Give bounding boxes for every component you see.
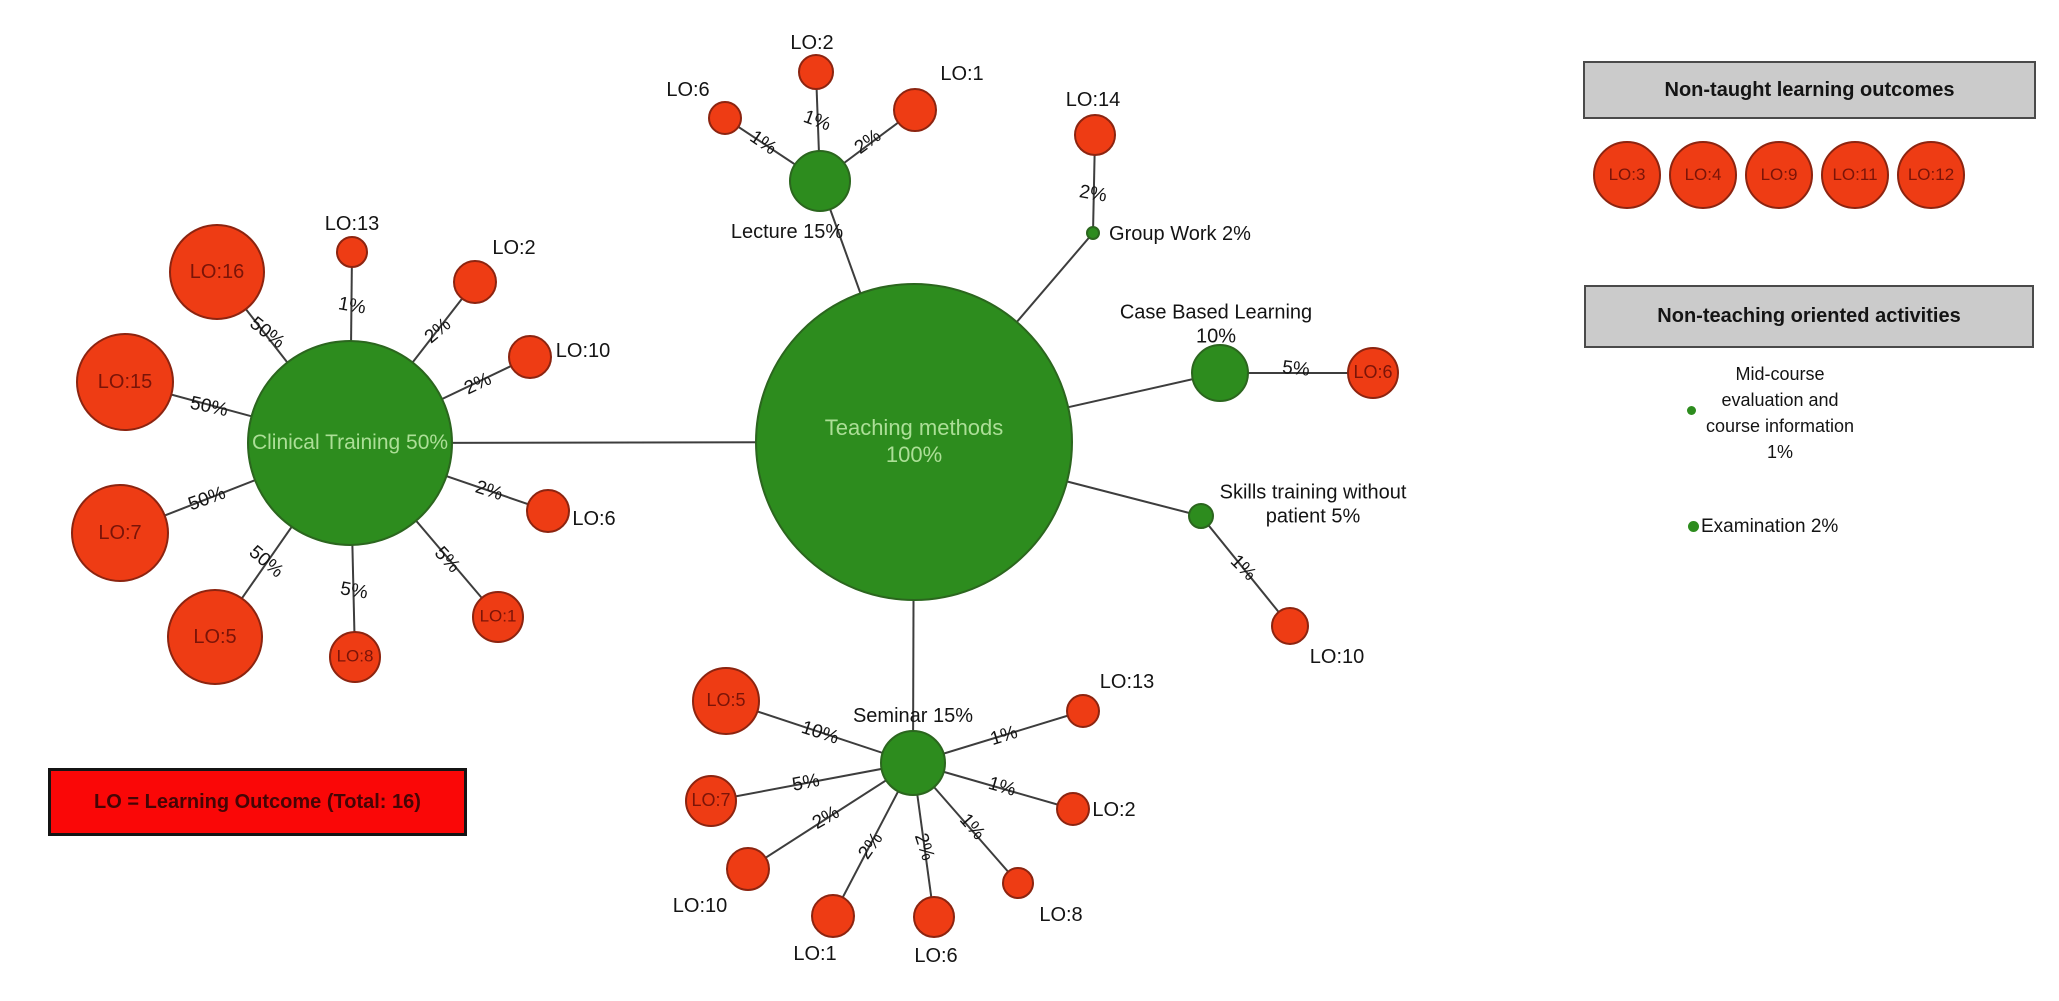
node-lecture-circle (789, 150, 851, 212)
non-taught-panel-title: Non-taught learning outcomes (1583, 61, 2036, 119)
edge-seminar-sem-lo7 (710, 762, 914, 802)
legend-outcome-lo4-label: LO:4 (1684, 165, 1722, 184)
lo-note-box: LO = Learning Outcome (Total: 16) (48, 768, 467, 836)
node-cl-lo7-circle (71, 484, 169, 582)
node-clinical-label: Clinical Training 50% (251, 431, 449, 455)
node-sem-lo6-circle (913, 896, 955, 938)
node-cl-lo6-label: LO:6 (572, 507, 616, 530)
node-sem-lo10-label: LO:10 (672, 894, 728, 917)
node-sem-lo13-circle (1066, 694, 1100, 728)
node-sem-lo8-label: LO:8 (1039, 903, 1083, 926)
lo-note-text: LO = Learning Outcome (Total: 16) (94, 790, 421, 813)
node-sem-lo13-label: LO:13 (1099, 670, 1155, 693)
node-sem-lo5-circle (692, 667, 760, 735)
examination-dot-icon (1688, 521, 1699, 532)
node-cl-lo1-circle (472, 591, 524, 643)
node-cl-lo6-circle (526, 489, 570, 533)
legend-outcome-lo11: LO:11 (1821, 141, 1889, 209)
non-taught-title-text: Non-taught learning outcomes (1664, 78, 1955, 101)
node-sem-lo1-label: LO:1 (793, 942, 837, 965)
node-sk-lo10-label: LO:10 (1309, 645, 1365, 668)
legend-outcome-lo12: LO:12 (1897, 141, 1965, 209)
node-cbl-lo6-circle (1347, 347, 1399, 399)
mid-course-dot-icon (1687, 406, 1696, 415)
node-lec-lo2-circle (798, 54, 834, 90)
node-seminar-circle (880, 730, 946, 796)
node-sem-lo2-circle (1056, 792, 1090, 826)
node-groupwork-circle (1086, 226, 1100, 240)
node-sem-lo8-circle (1002, 867, 1034, 899)
node-cl-lo15-label: LO:15 (97, 370, 153, 393)
legend-outcome-lo12-label: LO:12 (1907, 165, 1955, 184)
legend-outcome-lo3: LO:3 (1593, 141, 1661, 209)
legend-outcome-lo9-label: LO:9 (1760, 165, 1798, 184)
node-cbl-lo6-label: LO:6 (1353, 362, 1393, 383)
node-sem-lo10-circle (726, 847, 770, 891)
node-lec-lo6-circle (708, 101, 742, 135)
node-lec-lo1-label: LO:1 (940, 62, 984, 85)
node-teaching-label: Teaching methods 100% (824, 415, 1004, 467)
node-lec-lo6-label: LO:6 (666, 78, 710, 101)
node-cl-lo1-label: LO:1 (479, 606, 517, 626)
node-cl-lo5-circle (167, 589, 263, 685)
node-gw-lo14-label: LO:14 (1065, 88, 1121, 111)
mid-course-label: Mid-course evaluation and course informa… (1705, 364, 1855, 462)
edge-clinical-cl-lo8-label: 5% (338, 578, 370, 604)
node-cl-lo7-label: LO:7 (98, 521, 142, 544)
node-cl-lo2-label: LO:2 (492, 236, 536, 259)
node-cl-lo5-label: LO:5 (193, 625, 237, 648)
node-cl-lo15-circle (76, 333, 174, 431)
edge-groupwork-gw-lo14-label: 2% (1077, 181, 1109, 207)
node-groupwork-label: Group Work 2% (1109, 222, 1251, 245)
node-sem-lo7-circle (685, 775, 737, 827)
node-sem-lo6-label: LO:6 (914, 944, 958, 967)
node-sem-lo7-label: LO:7 (691, 790, 731, 811)
node-sem-lo2-label: LO:2 (1092, 798, 1136, 821)
node-cbl-circle (1191, 344, 1249, 402)
node-sem-lo1-circle (811, 894, 855, 938)
node-cl-lo8-label: LO:8 (336, 646, 374, 666)
node-seminar-label: Seminar 15% (852, 704, 974, 727)
node-sk-lo10-circle (1271, 607, 1309, 645)
non-teaching-title-text: Non-teaching oriented activities (1657, 305, 1961, 327)
edge-skills-sk-lo10 (1200, 515, 1291, 627)
examination-label: Examination 2% (1701, 516, 1839, 537)
node-lecture-label: Lecture 15% (730, 220, 844, 243)
node-lec-lo2-label: LO:2 (790, 31, 834, 54)
node-cl-lo13-circle (336, 236, 368, 268)
edge-clinical-cl-lo13-label: 1% (336, 293, 368, 319)
node-teaching-circle (755, 283, 1073, 601)
non-taught-outcomes-row: LO:3 LO:4 LO:9 LO:11 LO:12 (1593, 141, 1965, 209)
node-cl-lo8-circle (329, 631, 381, 683)
legend-outcome-lo3-label: LO:3 (1608, 165, 1646, 184)
node-cl-lo10-label: LO:10 (555, 339, 611, 362)
node-skills-circle (1188, 503, 1214, 529)
node-cl-lo16-label: LO:16 (189, 260, 245, 283)
legend-outcome-lo9: LO:9 (1745, 141, 1813, 209)
legend-outcome-lo4: LO:4 (1669, 141, 1737, 209)
node-clinical-circle (247, 340, 453, 546)
node-cl-lo16-circle (169, 224, 265, 320)
legend-outcome-lo11-label: LO:11 (1832, 165, 1878, 184)
node-skills-label: Skills training without patient 5% (1219, 481, 1407, 528)
node-sem-lo5-label: LO:5 (706, 690, 746, 711)
node-lec-lo1-circle (893, 88, 937, 132)
non-teaching-panel-title: Non-teaching oriented activities (1584, 285, 2034, 348)
edge-cbl-cbl-lo6-label: 5% (1281, 357, 1311, 381)
node-gw-lo14-circle (1074, 114, 1116, 156)
node-cl-lo2-circle (453, 260, 497, 304)
node-cbl-label: Case Based Learning 10% (1119, 301, 1313, 348)
node-cl-lo13-label: LO:13 (324, 212, 380, 235)
node-cl-lo10-circle (508, 335, 552, 379)
